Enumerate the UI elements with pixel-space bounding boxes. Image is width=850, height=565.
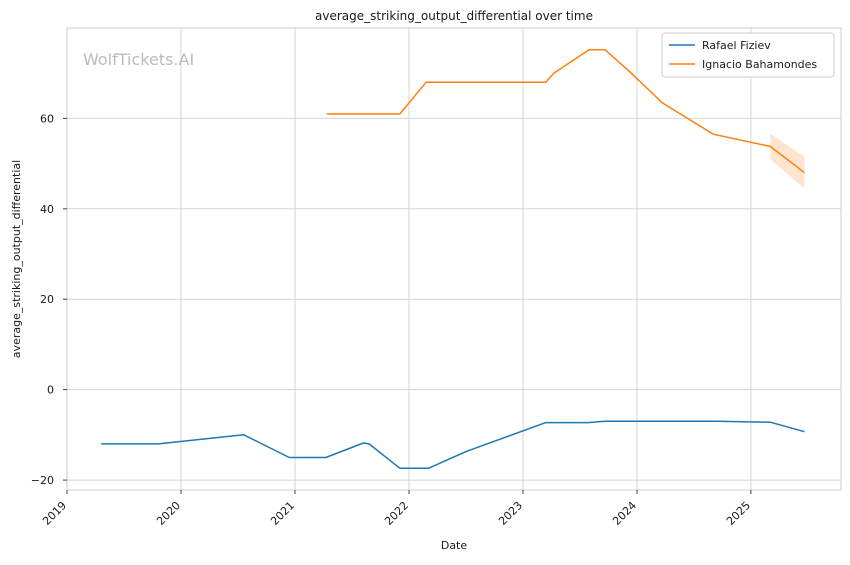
series-line-rafael-fiziev: [101, 420, 805, 470]
x-axis-label: Date: [441, 539, 468, 552]
series-line-ignacio-bahamondes: [326, 48, 805, 174]
y-tick-label: 0: [47, 384, 54, 397]
watermark: WolfTickets.AI: [83, 50, 194, 69]
y-axis-ticks: −20 0 20 40 60: [31, 112, 67, 487]
confidence-bands: [770, 133, 805, 189]
plot-frame: [66, 27, 842, 491]
grid-lines: [66, 28, 841, 490]
legend-label-ignacio-bahamondes: Ignacio Bahamondes: [702, 58, 817, 71]
chart-title: average_striking_output_differential ove…: [315, 9, 593, 23]
y-tick-label: 60: [40, 112, 54, 125]
y-axis-label: average_striking_output_differential: [10, 160, 23, 358]
confidence-band-ignacio-bahamondes: [770, 133, 805, 189]
series-lines: [101, 48, 805, 470]
y-tick-label: 20: [40, 293, 54, 306]
legend-label-rafael-fiziev: Rafael Fiziev: [702, 39, 771, 52]
legend: Rafael Fiziev Ignacio Bahamondes: [661, 32, 835, 78]
y-tick-label: 40: [40, 203, 54, 216]
legend-box: [661, 32, 835, 78]
y-tick-label: −20: [31, 474, 54, 487]
